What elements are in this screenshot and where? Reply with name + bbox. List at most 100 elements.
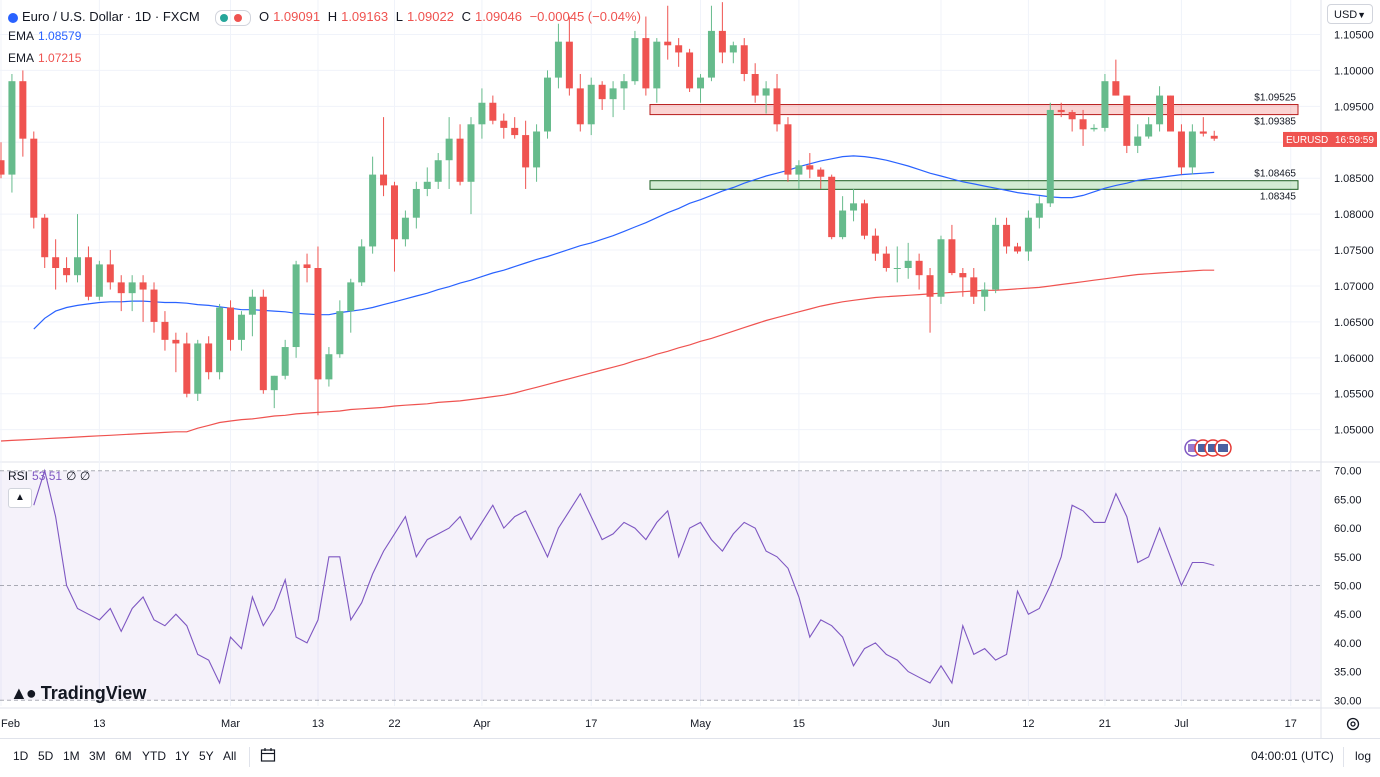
time-tick-label: 13 — [312, 718, 324, 730]
ohlc-high-value: 1.09163 — [341, 9, 389, 24]
candle-body — [533, 131, 541, 168]
candle-body — [30, 138, 38, 218]
candle-body — [106, 264, 114, 283]
tradingview-logo[interactable]: ▲● TradingView — [10, 683, 146, 704]
price-tick-label: 1.10000 — [1334, 65, 1374, 77]
time-tick-label: Jun — [932, 718, 950, 730]
range-5d-button[interactable]: 5D — [38, 749, 54, 763]
ema2-legend[interactable]: EMA 1.07215 — [8, 51, 85, 65]
candle-body — [467, 124, 475, 182]
candle-body — [128, 282, 136, 294]
range-ytd-button[interactable]: YTD — [142, 749, 166, 763]
candle-body — [948, 239, 956, 274]
time-tick-label: May — [690, 718, 711, 730]
candle-body — [423, 181, 431, 189]
range-1y-button[interactable]: 1Y — [175, 749, 190, 763]
candle-body — [620, 81, 628, 89]
time-tick-label: 17 — [1285, 718, 1297, 730]
utc-clock[interactable]: 04:00:01 (UTC) — [1251, 749, 1334, 763]
candle-body — [248, 296, 256, 315]
candle-body — [981, 289, 989, 297]
currency-button[interactable]: USD ▼ — [1327, 4, 1373, 24]
candle-body — [511, 127, 519, 136]
ema2-value: 1.07215 — [38, 51, 82, 65]
level-label: $1.08465 — [1254, 169, 1296, 180]
symbol-title[interactable]: Euro / U.S. Dollar · 1D · FXCM — [22, 9, 200, 24]
ohlc-low-value: 1.09022 — [406, 9, 454, 24]
candle-body — [183, 343, 191, 394]
ema1-legend[interactable]: EMA 1.08579 — [8, 29, 85, 43]
candle-body — [544, 77, 551, 132]
rsi-legend[interactable]: RSI 53.51 ∅ ∅ — [8, 469, 94, 483]
symbol-legend[interactable]: Euro / U.S. Dollar · 1D · FXCM O 1.09091 … — [8, 9, 645, 26]
ohlc-open-value: 1.09091 — [273, 9, 321, 24]
settings-icon[interactable] — [1346, 717, 1360, 731]
range-5y-button[interactable]: 5Y — [199, 749, 214, 763]
ema2-label: EMA — [8, 51, 35, 65]
last-price-countdown: 16:59:59 — [1335, 135, 1374, 146]
range-6m-button[interactable]: 6M — [115, 749, 132, 763]
candle-body — [871, 235, 879, 254]
candle-body — [718, 30, 726, 53]
market-status-icon[interactable] — [215, 9, 252, 26]
candle-body — [347, 282, 355, 312]
price-tick-label: 1.09500 — [1334, 101, 1374, 113]
currency-label: USD — [1334, 9, 1358, 21]
range-1d-button[interactable]: 1D — [13, 749, 29, 763]
time-tick-label: 17 — [585, 718, 597, 730]
candle-body — [828, 176, 836, 238]
range-3m-button[interactable]: 3M — [89, 749, 106, 763]
event-flags-icon[interactable] — [1184, 439, 1232, 457]
candle-body — [19, 81, 27, 139]
candle-body — [303, 264, 311, 269]
rsi-tick-label: 60.00 — [1334, 523, 1362, 535]
candle-body — [926, 275, 934, 297]
candle-body — [216, 307, 224, 373]
toolbar-divider — [249, 747, 250, 767]
last-price-tag: EURUSD 16:59:59 — [1283, 131, 1377, 147]
candle-body — [970, 277, 978, 297]
candle-body — [773, 88, 781, 125]
candle-body — [401, 217, 409, 240]
candle-body — [1024, 217, 1032, 252]
candle-body — [1068, 112, 1076, 120]
candle-body — [817, 169, 825, 177]
ohlc-close-label: C — [461, 9, 471, 24]
log-scale-button[interactable]: log — [1355, 749, 1372, 763]
calendar-icon[interactable] — [260, 747, 276, 763]
candle-body — [1003, 224, 1011, 247]
grid — [0, 0, 1380, 738]
flag-icon — [1208, 444, 1218, 452]
candle-body — [653, 41, 661, 89]
candle-body — [587, 84, 595, 125]
candle-body — [1035, 203, 1043, 218]
candle-body — [839, 210, 847, 238]
time-tick-label: 15 — [793, 718, 805, 730]
chart-canvas[interactable]: 1.05000 1.05500 1.06000 1.06500 1.07000 1.075… — [0, 0, 1380, 738]
candle-body — [565, 41, 573, 89]
toolbar-divider — [1343, 747, 1344, 767]
rsi-extra: ∅ ∅ — [66, 469, 91, 483]
candle-body — [369, 174, 377, 247]
candle-body — [1177, 131, 1185, 168]
time-tick-label: 21 — [1099, 718, 1111, 730]
rsi-axis[interactable]: 30.00 35.00 40.00 45.00 50.00 55.00 60.00 65.00… — [1334, 466, 1362, 708]
range-all-button[interactable]: All — [223, 749, 237, 763]
candle-body — [1046, 109, 1054, 204]
candle-body — [992, 224, 1000, 290]
candle-body — [1188, 131, 1196, 168]
support-zone — [649, 180, 1299, 190]
time-axis[interactable]: Feb13Mar1322Apr17May15Jun1221Jul1726 — [1, 718, 1380, 730]
rsi-label: RSI — [8, 469, 29, 483]
candle-body — [434, 160, 442, 182]
candle-body — [937, 239, 945, 297]
resistance-zone — [649, 104, 1299, 116]
price-axis[interactable]: 1.05000 1.05500 1.06000 1.06500 1.07000 1.075… — [1334, 29, 1374, 436]
collapse-pane-button[interactable]: ▲ — [8, 488, 32, 508]
candle-body — [259, 296, 267, 391]
range-1m-button[interactable]: 1M — [63, 749, 80, 763]
candle-body — [292, 264, 300, 348]
time-tick-label: Mar — [221, 718, 240, 730]
candle-body — [784, 124, 792, 175]
price-tick-label: 1.10500 — [1334, 29, 1374, 41]
